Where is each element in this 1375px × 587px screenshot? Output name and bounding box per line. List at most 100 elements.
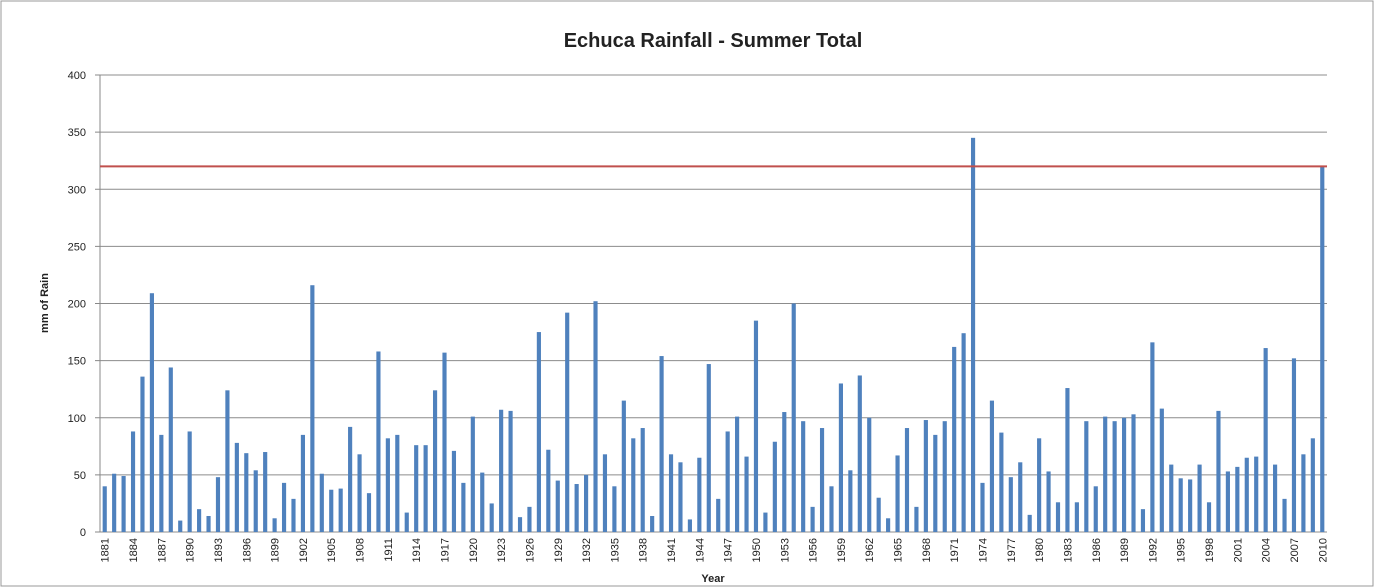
x-tick-label: 1890 bbox=[185, 538, 197, 562]
bar bbox=[659, 356, 664, 532]
bar bbox=[206, 516, 211, 532]
y-tick-label: 200 bbox=[68, 299, 86, 311]
x-tick-label: 1938 bbox=[638, 538, 650, 562]
x-tick-label: 1917 bbox=[440, 538, 452, 562]
bar bbox=[631, 438, 636, 532]
x-tick-label: 1983 bbox=[1062, 538, 1074, 562]
bar bbox=[1169, 464, 1174, 532]
x-axis-label: Year bbox=[701, 573, 725, 585]
x-tick-label: 1986 bbox=[1091, 538, 1103, 562]
bar bbox=[961, 333, 966, 532]
bar bbox=[197, 509, 202, 532]
bar bbox=[536, 332, 541, 532]
bar bbox=[1008, 477, 1013, 532]
bar bbox=[130, 431, 136, 532]
y-tick-label: 100 bbox=[68, 413, 86, 425]
x-tick-label: 1977 bbox=[1006, 538, 1018, 562]
bar bbox=[225, 390, 230, 532]
bar bbox=[1037, 438, 1042, 532]
x-tick-label: 1944 bbox=[694, 538, 706, 562]
x-tick-label: 2010 bbox=[1317, 538, 1329, 562]
bar bbox=[348, 426, 353, 532]
bar bbox=[1263, 348, 1268, 532]
x-tick-label: 1989 bbox=[1119, 538, 1131, 562]
bar bbox=[753, 320, 759, 532]
bar bbox=[451, 450, 457, 532]
bar bbox=[140, 376, 145, 532]
bar bbox=[1093, 486, 1098, 532]
bar bbox=[244, 453, 249, 532]
x-tick-label: 1926 bbox=[524, 538, 536, 562]
bar bbox=[933, 434, 938, 532]
bar bbox=[1046, 471, 1051, 532]
bar bbox=[848, 470, 853, 532]
bar bbox=[678, 462, 683, 532]
bar bbox=[263, 452, 268, 532]
x-tick-label: 1980 bbox=[1034, 538, 1046, 562]
x-tick-label: 1896 bbox=[241, 538, 253, 562]
bar bbox=[1225, 471, 1230, 532]
bar bbox=[640, 428, 645, 532]
bar bbox=[886, 518, 891, 532]
bar bbox=[876, 497, 881, 532]
x-tick-label: 1929 bbox=[553, 538, 565, 562]
bar bbox=[187, 431, 192, 532]
bar bbox=[159, 434, 164, 532]
bar bbox=[1301, 454, 1306, 532]
bar bbox=[772, 441, 777, 532]
bar bbox=[527, 506, 532, 532]
bar bbox=[668, 454, 674, 532]
bar bbox=[1027, 514, 1032, 532]
x-tick-label: 1941 bbox=[666, 538, 678, 562]
bar bbox=[904, 428, 910, 532]
y-tick-label: 0 bbox=[80, 527, 86, 539]
bar bbox=[517, 517, 523, 532]
bar bbox=[1178, 478, 1183, 532]
bar bbox=[215, 477, 221, 532]
x-tick-label: 1995 bbox=[1176, 538, 1188, 562]
bar bbox=[1216, 410, 1221, 532]
bar bbox=[895, 455, 900, 532]
bar bbox=[1018, 462, 1023, 532]
chart-title: Echuca Rainfall - Summer Total bbox=[564, 30, 863, 52]
x-tick-label: 1884 bbox=[128, 538, 140, 562]
x-tick-label: 1893 bbox=[213, 538, 225, 562]
x-tick-label: 1998 bbox=[1204, 538, 1216, 562]
x-tick-label: 1902 bbox=[298, 538, 310, 562]
bar bbox=[414, 445, 419, 532]
bar bbox=[1310, 438, 1315, 532]
bar bbox=[1282, 498, 1287, 532]
bar bbox=[942, 421, 947, 532]
bar bbox=[716, 498, 721, 532]
bar bbox=[432, 390, 438, 532]
bar bbox=[291, 498, 296, 532]
bar bbox=[593, 301, 598, 532]
bar bbox=[952, 346, 957, 532]
y-tick-label: 50 bbox=[74, 470, 86, 482]
bar bbox=[857, 375, 862, 532]
x-tick-label: 2007 bbox=[1289, 538, 1301, 562]
bar bbox=[1074, 502, 1079, 532]
x-tick-label: 1968 bbox=[921, 538, 933, 562]
bar bbox=[584, 474, 589, 532]
bar bbox=[395, 434, 400, 532]
x-tick-label: 1992 bbox=[1147, 538, 1159, 562]
y-tick-label: 400 bbox=[68, 70, 86, 82]
x-tick-label: 1947 bbox=[723, 538, 735, 562]
bar bbox=[725, 431, 730, 532]
bar bbox=[810, 506, 815, 532]
bar bbox=[819, 428, 825, 532]
x-tick-label: 1950 bbox=[751, 538, 763, 562]
bar bbox=[508, 410, 513, 532]
x-tick-label: 1935 bbox=[609, 538, 621, 562]
x-tick-label: 1881 bbox=[100, 538, 112, 562]
bar bbox=[281, 482, 287, 532]
bar bbox=[574, 484, 579, 532]
y-tick-label: 150 bbox=[68, 356, 86, 368]
bar bbox=[1254, 456, 1259, 532]
bar bbox=[687, 519, 692, 532]
bar bbox=[612, 486, 617, 532]
y-axis-label: mm of Rain bbox=[39, 273, 51, 333]
bar bbox=[706, 364, 711, 532]
